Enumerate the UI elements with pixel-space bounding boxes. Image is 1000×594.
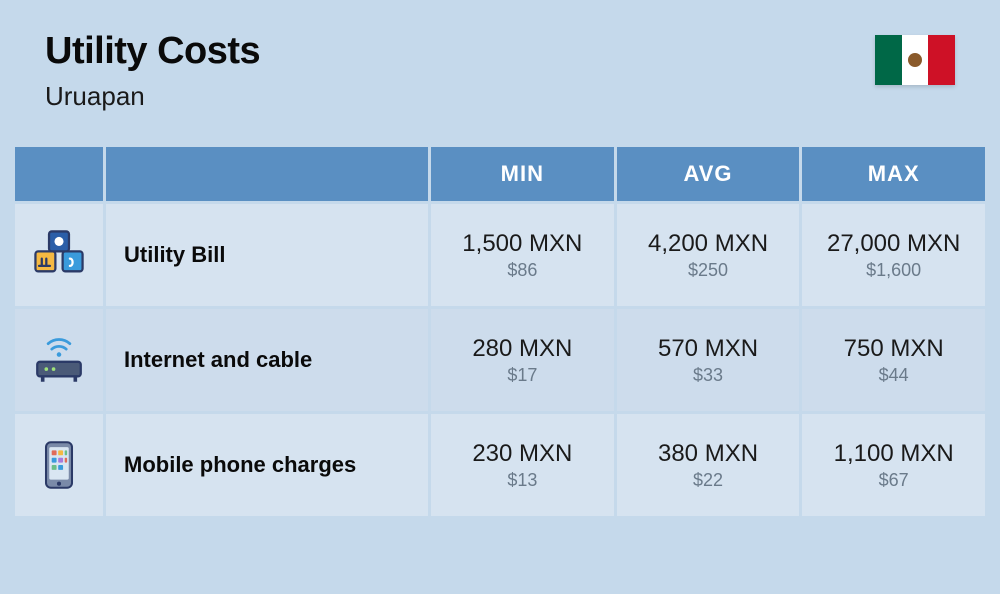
- utility-bill-icon: [30, 226, 88, 284]
- flag-red-stripe: [928, 35, 955, 85]
- min-secondary: $17: [507, 365, 537, 386]
- header-avg: AVG: [617, 147, 800, 201]
- cell-avg: 380 MXN $22: [617, 414, 800, 516]
- row-label: Internet and cable: [106, 309, 428, 411]
- min-primary: 280 MXN: [472, 335, 572, 363]
- flag-green-stripe: [875, 35, 902, 85]
- min-primary: 1,500 MXN: [462, 230, 582, 258]
- table-row: Mobile phone charges 230 MXN $13 380 MXN…: [15, 414, 985, 516]
- max-primary: 1,100 MXN: [834, 440, 954, 468]
- avg-secondary: $250: [688, 260, 728, 281]
- flag-emblem-icon: [908, 53, 922, 67]
- max-primary: 27,000 MXN: [827, 230, 960, 258]
- row-label: Mobile phone charges: [106, 414, 428, 516]
- table-header-row: MIN AVG MAX: [15, 147, 985, 201]
- avg-primary: 4,200 MXN: [648, 230, 768, 258]
- avg-secondary: $22: [693, 470, 723, 491]
- header-max: MAX: [802, 147, 985, 201]
- header: Utility Costs Uruapan: [0, 0, 1000, 147]
- costs-table: MIN AVG MAX Utility Bill 1,500 MXN $86: [0, 147, 1000, 516]
- table-row: Utility Bill 1,500 MXN $86 4,200 MXN $25…: [15, 204, 985, 306]
- header-min: MIN: [431, 147, 614, 201]
- row-icon-cell: [15, 309, 103, 411]
- mobile-phone-icon: [30, 436, 88, 494]
- max-secondary: $1,600: [866, 260, 921, 281]
- avg-primary: 380 MXN: [658, 440, 758, 468]
- max-secondary: $44: [879, 365, 909, 386]
- cell-max: 27,000 MXN $1,600: [802, 204, 985, 306]
- page-subtitle: Uruapan: [45, 81, 260, 112]
- cell-min: 1,500 MXN $86: [431, 204, 614, 306]
- header-label-col: [106, 147, 428, 201]
- cell-avg: 4,200 MXN $250: [617, 204, 800, 306]
- row-icon-cell: [15, 414, 103, 516]
- cell-max: 1,100 MXN $67: [802, 414, 985, 516]
- avg-secondary: $33: [693, 365, 723, 386]
- title-block: Utility Costs Uruapan: [45, 30, 260, 112]
- router-icon: [30, 331, 88, 389]
- cell-max: 750 MXN $44: [802, 309, 985, 411]
- header-icon-col: [15, 147, 103, 201]
- row-icon-cell: [15, 204, 103, 306]
- flag-white-stripe: [902, 35, 929, 85]
- max-primary: 750 MXN: [844, 335, 944, 363]
- row-label: Utility Bill: [106, 204, 428, 306]
- cell-min: 230 MXN $13: [431, 414, 614, 516]
- avg-primary: 570 MXN: [658, 335, 758, 363]
- cell-min: 280 MXN $17: [431, 309, 614, 411]
- cell-avg: 570 MXN $33: [617, 309, 800, 411]
- max-secondary: $67: [879, 470, 909, 491]
- page-title: Utility Costs: [45, 30, 260, 73]
- table-row: Internet and cable 280 MXN $17 570 MXN $…: [15, 309, 985, 411]
- min-primary: 230 MXN: [472, 440, 572, 468]
- mexico-flag-icon: [875, 35, 955, 85]
- min-secondary: $86: [507, 260, 537, 281]
- min-secondary: $13: [507, 470, 537, 491]
